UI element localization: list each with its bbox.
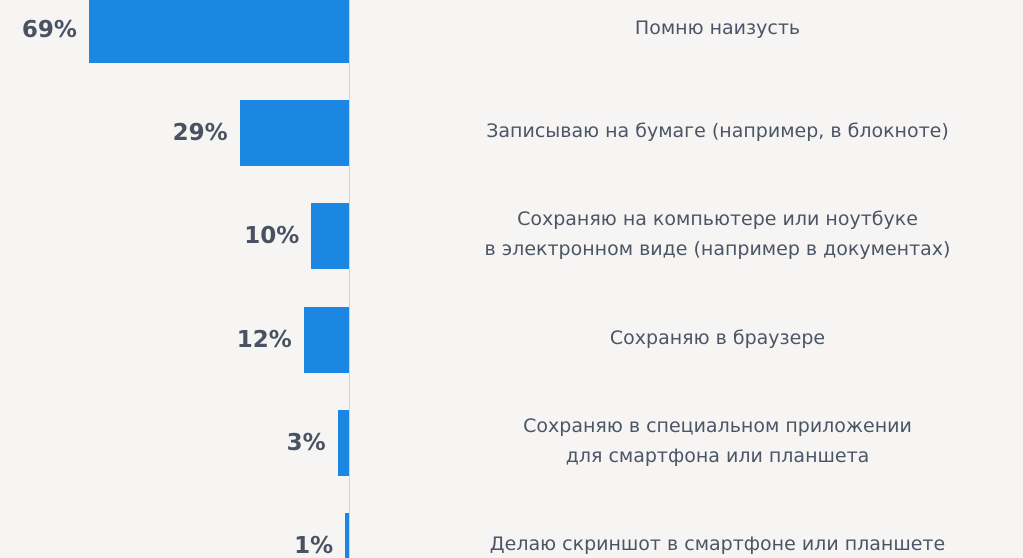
- value-label: 29%: [172, 120, 228, 147]
- bar: [239, 100, 349, 167]
- category-label: Помню наизусть: [634, 17, 801, 39]
- category-label: Сохраняю на компьютере или ноутбуке в эл…: [484, 208, 951, 261]
- bar: [303, 306, 349, 373]
- value-label: 3%: [286, 429, 326, 456]
- bar: [337, 409, 349, 476]
- category-label: Сохраняю в специальном приложении для см…: [523, 414, 912, 467]
- value-label: 10%: [244, 223, 300, 250]
- value-label: 69%: [21, 17, 77, 43]
- value-label: 12%: [236, 326, 292, 353]
- bar: [345, 513, 349, 558]
- bar: [311, 203, 349, 270]
- category-label: Делаю скриншот в смартфоне или планшете: [489, 533, 946, 555]
- category-label: Сохраняю в браузере: [609, 326, 826, 349]
- bar: [88, 0, 349, 63]
- axis-line: [349, 0, 350, 558]
- category-label: Записываю на бумаге (например, в блокнот…: [486, 120, 949, 143]
- value-label: 1%: [294, 533, 334, 558]
